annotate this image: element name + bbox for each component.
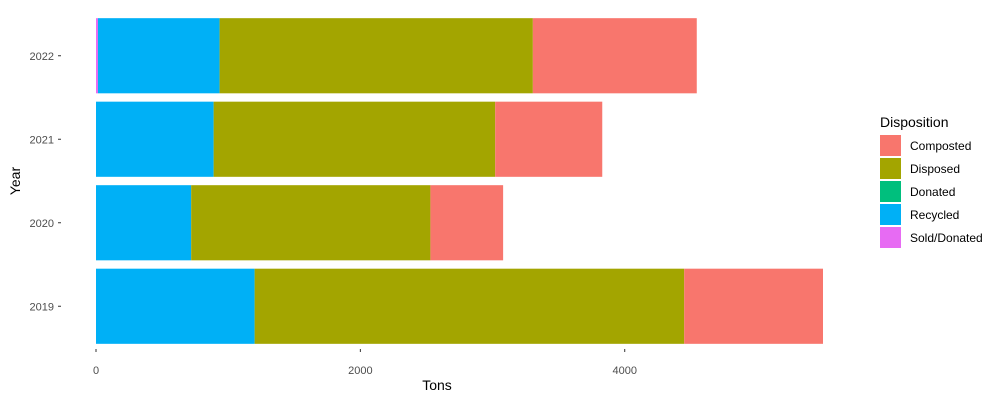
x-tick-label-0: 0 xyxy=(93,365,99,377)
y-tick-label-2021: 2021 xyxy=(30,134,54,146)
legend-label-sold-donated: Sold/Donated xyxy=(910,231,983,245)
bar-recycled-2021 xyxy=(96,101,214,177)
y-tick-label-2019: 2019 xyxy=(30,301,54,313)
legend-swatch-donated xyxy=(880,181,901,202)
legend: Disposition Composted Disposed Donated Recy… xyxy=(880,114,983,248)
legend-label-donated: Donated xyxy=(910,185,955,199)
bar-recycled-2019 xyxy=(96,268,255,344)
bar-composted-2021 xyxy=(495,101,603,177)
legend-label-disposed: Disposed xyxy=(910,162,960,176)
bar-composted-2022 xyxy=(532,18,697,94)
legend-title: Disposition xyxy=(880,114,948,130)
bar-sold-donated-2022 xyxy=(96,18,98,94)
x-axis: 0 2000 4000 xyxy=(93,349,637,377)
legend-label-composted: Composted xyxy=(910,139,971,153)
x-tick-label-2000: 2000 xyxy=(348,365,372,377)
bar-disposed-2020 xyxy=(191,185,431,261)
legend-swatch-recycled xyxy=(880,204,901,225)
y-tick-label-2020: 2020 xyxy=(30,218,54,230)
y-tick-label-2022: 2022 xyxy=(30,51,54,63)
bar-composted-2019 xyxy=(684,268,823,344)
legend-swatch-composted xyxy=(880,135,901,156)
y-axis: 2019 2020 2021 2022 xyxy=(30,51,61,313)
bar-disposed-2021 xyxy=(213,101,496,177)
bar-recycled-2022 xyxy=(97,18,220,94)
bar-disposed-2022 xyxy=(219,18,533,94)
bar-recycled-2020 xyxy=(96,185,192,261)
legend-swatch-disposed xyxy=(880,158,901,179)
x-tick-label-4000: 4000 xyxy=(612,365,636,377)
bar-composted-2020 xyxy=(430,185,504,261)
y-axis-title: Year xyxy=(7,167,23,196)
bar-disposed-2019 xyxy=(254,268,685,344)
x-axis-title: Tons xyxy=(422,377,452,393)
legend-label-recycled: Recycled xyxy=(910,208,959,222)
legend-swatch-sold-donated xyxy=(880,227,901,248)
bars-layer xyxy=(96,18,823,344)
